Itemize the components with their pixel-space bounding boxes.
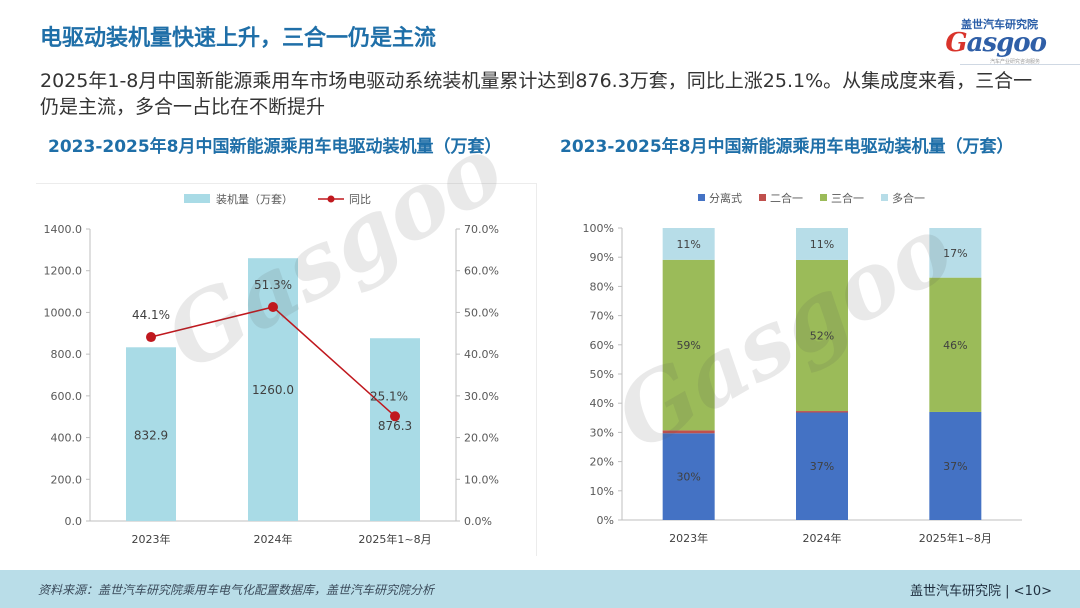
segment-三合一 [929, 277, 982, 412]
y-tick-label: 10% [590, 485, 614, 498]
y-right-tick-label: 30.0% [464, 390, 499, 403]
right-chart-title: 2023-2025年8月中国新能源乘用车电驱动装机量（万套） [560, 137, 1014, 157]
yoy-point-label: 51.3% [254, 278, 292, 292]
segment-label: 17% [943, 247, 967, 260]
y-left-tick-label: 600.0 [51, 390, 83, 403]
segment-label: 30% [676, 471, 700, 484]
y-right-tick-label: 20.0% [464, 432, 499, 445]
legend-swatch [881, 194, 888, 201]
legend-yoy-label: 同比 [349, 193, 371, 206]
segment-label: 11% [676, 238, 700, 251]
page-number: <10> [1013, 584, 1052, 599]
legend-label: 分离式 [709, 191, 742, 205]
y-right-tick-label: 50.0% [464, 306, 499, 319]
volume-bar-label: 876.3 [378, 419, 412, 433]
y-tick-label: 20% [590, 456, 614, 469]
x-tick-label: 2025年1~8月 [919, 531, 992, 545]
gasgoo-logo: 盖世汽车研究院 Gasgoo 汽车产业研究咨询服务 [934, 14, 1047, 65]
integration-share-svg: 0% 10% 20% 30% 40% 50% 60% 70% 80% 90% 100% 30% 59% 1… [583, 191, 1022, 545]
segment-多合一 [929, 228, 982, 278]
yoy-point [146, 332, 156, 343]
segment-label: 37% [810, 460, 834, 473]
volume-bar [126, 347, 176, 521]
segment-label: 59% [676, 339, 700, 352]
segment-分离式 [662, 433, 715, 520]
segment-分离式 [929, 411, 982, 520]
volume-bar-label: 832.9 [134, 428, 168, 442]
segment-多合一 [796, 228, 848, 260]
y-right-tick-label: 40.0% [464, 348, 499, 361]
y-tick-label: 50% [590, 368, 614, 381]
footer-bar: 资料来源：盖世汽车研究院乘用车电气化配置数据库，盖世汽车研究院分析 盖世汽车研究… [0, 570, 1080, 608]
x-tick-label: 2023年 [132, 532, 171, 546]
y-tick-label: 70% [590, 310, 614, 323]
installation-volume-chart: 0.0 200.0 400.0 600.0 800.0 1000.0 1200.0 1400.… [36, 183, 537, 556]
footer-org: 盖世汽车研究院 | <10> [910, 584, 1052, 599]
volume-bar [248, 258, 298, 521]
y-left-tick-label: 400.0 [51, 432, 83, 445]
segment-三合一 [662, 259, 715, 431]
y-left-tick-label: 1000.0 [44, 306, 83, 319]
y-tick-label: 60% [590, 339, 614, 352]
yoy-point [390, 411, 400, 422]
installation-volume-svg: 0.0 200.0 400.0 600.0 800.0 1000.0 1200.0 1400.… [44, 192, 499, 546]
legend-swatch [698, 194, 705, 201]
yoy-point-label: 25.1% [370, 389, 408, 403]
segment-label: 11% [810, 238, 834, 251]
x-tick-label: 2025年1~8月 [358, 532, 431, 546]
legend-swatch [759, 194, 766, 201]
yoy-point-label: 44.1% [132, 308, 170, 322]
header-divider [960, 64, 1080, 65]
segment-label: 37% [943, 460, 967, 473]
left-chart-title: 2023-2025年8月中国新能源乘用车电驱动装机量（万套） [48, 137, 502, 157]
segment-多合一 [662, 228, 715, 260]
y-left-tick-label: 0.0 [65, 515, 83, 528]
segment-三合一 [796, 259, 848, 412]
y-left-tick-label: 200.0 [51, 473, 83, 486]
logo-tagline: 汽车产业研究咨询服务 [989, 59, 1040, 65]
x-tick-label: 2023年 [669, 531, 708, 545]
x-tick-label: 2024年 [803, 531, 842, 545]
segment-分离式 [796, 412, 848, 520]
logo-wordmark: Gasgoo [945, 28, 1047, 58]
y-left-tick-label: 800.0 [51, 348, 83, 361]
logo-org-name: 盖世汽车研究院 [961, 18, 1038, 31]
y-left-tick-label: 1400.0 [44, 223, 83, 236]
y-right-tick-label: 60.0% [464, 265, 499, 278]
y-tick-label: 40% [590, 397, 614, 410]
volume-bar-label: 1260.0 [252, 383, 294, 397]
y-left-tick-label: 1200.0 [44, 265, 83, 278]
segment-二合一 [662, 430, 715, 434]
y-right-tick-label: 70.0% [464, 223, 499, 236]
summary-text: 2025年1-8月中国新能源乘用车市场电驱动系统装机量累计达到876.3万套，同… [40, 70, 1033, 118]
footer-source: 资料来源：盖世汽车研究院乘用车电气化配置数据库，盖世汽车研究院分析 [38, 583, 435, 597]
slide-title: 电驱动装机量快速上升，三合一仍是主流 [40, 26, 437, 51]
legend-volume-swatch [184, 194, 210, 203]
legend-yoy-marker [327, 195, 335, 203]
y-tick-label: 100% [583, 222, 614, 235]
x-tick-label: 2024年 [254, 532, 293, 546]
legend-volume-label: 装机量（万套） [216, 192, 293, 206]
yoy-point [268, 302, 278, 313]
y-tick-label: 90% [590, 251, 614, 264]
y-tick-label: 30% [590, 426, 614, 439]
y-tick-label: 0% [597, 514, 614, 527]
integration-share-chart: 0% 10% 20% 30% 40% 50% 60% 70% 80% 90% 100% 30% 59% 1… [558, 183, 1052, 555]
y-right-tick-label: 10.0% [464, 473, 499, 486]
y-right-tick-label: 0.0% [464, 515, 492, 528]
legend-swatch [820, 194, 827, 201]
legend-label: 二合一 [770, 191, 803, 205]
segment-二合一 [796, 411, 848, 413]
legend-label: 三合一 [831, 191, 864, 205]
volume-bar [370, 338, 420, 521]
segment-label: 46% [943, 339, 967, 352]
legend-label: 多合一 [892, 191, 925, 205]
y-tick-label: 80% [590, 280, 614, 293]
segment-label: 52% [810, 330, 834, 343]
